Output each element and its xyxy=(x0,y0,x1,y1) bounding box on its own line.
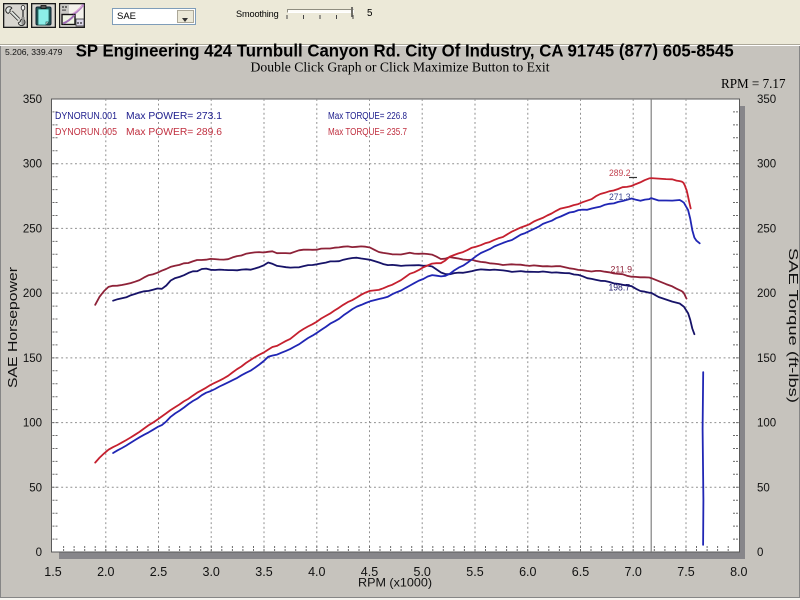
svg-text:100: 100 xyxy=(23,418,42,430)
svg-text:4.0: 4.0 xyxy=(308,565,325,579)
svg-text:SAE Horsepower: SAE Horsepower xyxy=(5,266,20,388)
svg-text:Max POWER= 273.1: Max POWER= 273.1 xyxy=(126,111,222,122)
svg-text:SP Engineering 424 Turnbull Ca: SP Engineering 424 Turnbull Canyon Rd. C… xyxy=(76,41,734,60)
svg-text:300: 300 xyxy=(757,159,776,171)
svg-text:100: 100 xyxy=(757,418,776,430)
svg-text:Max TORQUE= 226.8: Max TORQUE= 226.8 xyxy=(328,111,407,122)
svg-text:Max TORQUE= 235.7: Max TORQUE= 235.7 xyxy=(328,127,407,138)
svg-text:Double Click Graph or Click Ma: Double Click Graph or Click Maximize But… xyxy=(251,61,550,76)
svg-text:4.5: 4.5 xyxy=(361,565,378,579)
svg-text:3.5: 3.5 xyxy=(255,565,272,579)
svg-text:5.206, 339.479: 5.206, 339.479 xyxy=(5,47,63,57)
svg-text:50: 50 xyxy=(29,482,42,494)
svg-text:200: 200 xyxy=(23,288,42,300)
svg-text:350: 350 xyxy=(23,94,42,106)
svg-text:RPM (x1000): RPM (x1000) xyxy=(358,576,432,590)
svg-text:1.5: 1.5 xyxy=(44,565,61,579)
svg-text:2.5: 2.5 xyxy=(150,565,167,579)
svg-text:0: 0 xyxy=(757,547,763,559)
svg-text:6.5: 6.5 xyxy=(572,565,589,579)
svg-text:150: 150 xyxy=(23,353,42,365)
svg-text:DYNORUN.001: DYNORUN.001 xyxy=(55,111,117,122)
svg-text:50: 50 xyxy=(757,482,770,494)
svg-text:211.9: 211.9 xyxy=(611,265,633,275)
svg-text:0: 0 xyxy=(36,547,42,559)
svg-text:350: 350 xyxy=(757,94,776,106)
svg-text:150: 150 xyxy=(757,353,776,365)
svg-text:250: 250 xyxy=(23,223,42,235)
svg-text:5.5: 5.5 xyxy=(466,565,483,579)
svg-text:8.0: 8.0 xyxy=(730,565,747,579)
svg-text:Max POWER= 289.6: Max POWER= 289.6 xyxy=(126,127,223,138)
svg-text:5.0: 5.0 xyxy=(414,565,431,579)
svg-text:SAE Torque (ft-lbs): SAE Torque (ft-lbs) xyxy=(786,248,800,403)
svg-text:250: 250 xyxy=(757,223,776,235)
svg-text:6.0: 6.0 xyxy=(519,565,536,579)
svg-text:7.5: 7.5 xyxy=(677,565,694,579)
svg-text:200: 200 xyxy=(757,288,776,300)
svg-text:7.0: 7.0 xyxy=(625,565,642,579)
svg-text:271.3: 271.3 xyxy=(609,192,631,202)
svg-text:300: 300 xyxy=(23,159,42,171)
svg-text:RPM = 7.17: RPM = 7.17 xyxy=(721,76,786,91)
svg-text:3.0: 3.0 xyxy=(203,565,220,579)
svg-text:289.2: 289.2 xyxy=(609,168,631,178)
svg-text:198.7: 198.7 xyxy=(609,283,631,293)
svg-text:2.0: 2.0 xyxy=(97,565,114,579)
svg-text:DYNORUN.005: DYNORUN.005 xyxy=(55,127,117,138)
